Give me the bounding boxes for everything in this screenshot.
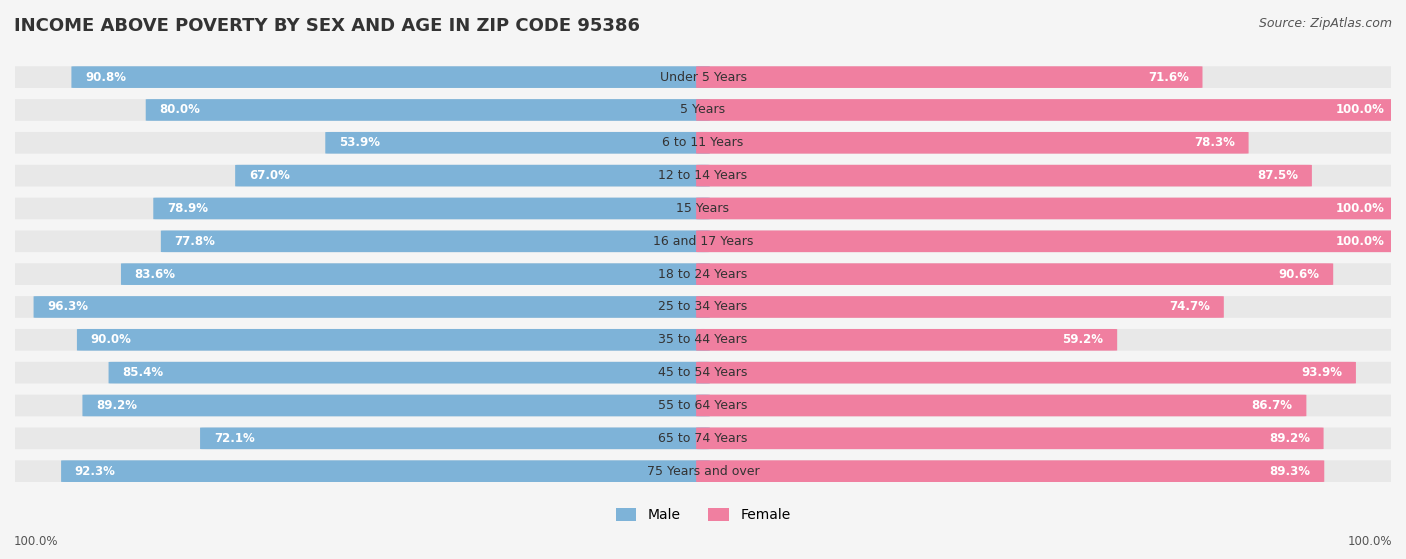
- FancyBboxPatch shape: [8, 230, 1398, 252]
- Text: 93.9%: 93.9%: [1301, 366, 1343, 379]
- FancyBboxPatch shape: [8, 296, 1398, 318]
- FancyBboxPatch shape: [696, 198, 1398, 219]
- Legend: Male, Female: Male, Female: [616, 508, 790, 523]
- FancyBboxPatch shape: [8, 132, 1398, 154]
- FancyBboxPatch shape: [696, 132, 1249, 154]
- Text: 86.7%: 86.7%: [1251, 399, 1292, 412]
- Text: INCOME ABOVE POVERTY BY SEX AND AGE IN ZIP CODE 95386: INCOME ABOVE POVERTY BY SEX AND AGE IN Z…: [14, 17, 640, 35]
- FancyBboxPatch shape: [235, 165, 710, 187]
- Text: 6 to 11 Years: 6 to 11 Years: [662, 136, 744, 149]
- FancyBboxPatch shape: [696, 362, 1355, 383]
- Text: 100.0%: 100.0%: [1336, 202, 1384, 215]
- FancyBboxPatch shape: [153, 198, 710, 219]
- Text: 5 Years: 5 Years: [681, 103, 725, 116]
- FancyBboxPatch shape: [696, 395, 1306, 416]
- FancyBboxPatch shape: [8, 99, 1398, 121]
- Text: 45 to 54 Years: 45 to 54 Years: [658, 366, 748, 379]
- Text: 18 to 24 Years: 18 to 24 Years: [658, 268, 748, 281]
- FancyBboxPatch shape: [60, 460, 710, 482]
- Text: 100.0%: 100.0%: [1336, 235, 1384, 248]
- Text: 89.3%: 89.3%: [1270, 465, 1310, 477]
- Text: Source: ZipAtlas.com: Source: ZipAtlas.com: [1258, 17, 1392, 30]
- Text: 96.3%: 96.3%: [48, 301, 89, 314]
- FancyBboxPatch shape: [8, 395, 1398, 416]
- FancyBboxPatch shape: [8, 428, 1398, 449]
- Text: 90.8%: 90.8%: [86, 70, 127, 84]
- Text: 53.9%: 53.9%: [339, 136, 380, 149]
- FancyBboxPatch shape: [121, 263, 710, 285]
- Text: 85.4%: 85.4%: [122, 366, 163, 379]
- Text: 89.2%: 89.2%: [96, 399, 138, 412]
- FancyBboxPatch shape: [8, 198, 1398, 219]
- Text: 100.0%: 100.0%: [1336, 103, 1384, 116]
- Text: 16 and 17 Years: 16 and 17 Years: [652, 235, 754, 248]
- FancyBboxPatch shape: [8, 460, 1398, 482]
- FancyBboxPatch shape: [8, 165, 1398, 187]
- Text: 78.3%: 78.3%: [1194, 136, 1234, 149]
- FancyBboxPatch shape: [160, 230, 710, 252]
- FancyBboxPatch shape: [696, 67, 1202, 88]
- FancyBboxPatch shape: [696, 263, 1333, 285]
- FancyBboxPatch shape: [696, 99, 1398, 121]
- Text: 25 to 34 Years: 25 to 34 Years: [658, 301, 748, 314]
- FancyBboxPatch shape: [77, 329, 710, 350]
- FancyBboxPatch shape: [108, 362, 710, 383]
- Text: 77.8%: 77.8%: [174, 235, 215, 248]
- Text: 80.0%: 80.0%: [159, 103, 200, 116]
- Text: 12 to 14 Years: 12 to 14 Years: [658, 169, 748, 182]
- Text: 89.2%: 89.2%: [1268, 432, 1310, 445]
- Text: 72.1%: 72.1%: [214, 432, 254, 445]
- Text: 78.9%: 78.9%: [167, 202, 208, 215]
- Text: 90.0%: 90.0%: [90, 333, 132, 347]
- FancyBboxPatch shape: [146, 99, 710, 121]
- FancyBboxPatch shape: [696, 165, 1312, 187]
- Text: 92.3%: 92.3%: [75, 465, 115, 477]
- Text: 55 to 64 Years: 55 to 64 Years: [658, 399, 748, 412]
- Text: 15 Years: 15 Years: [676, 202, 730, 215]
- Text: 100.0%: 100.0%: [1347, 535, 1392, 548]
- FancyBboxPatch shape: [72, 67, 710, 88]
- FancyBboxPatch shape: [83, 395, 710, 416]
- Text: 75 Years and over: 75 Years and over: [647, 465, 759, 477]
- Text: 90.6%: 90.6%: [1278, 268, 1319, 281]
- Text: 87.5%: 87.5%: [1257, 169, 1298, 182]
- FancyBboxPatch shape: [200, 428, 710, 449]
- Text: 71.6%: 71.6%: [1147, 70, 1188, 84]
- Text: 100.0%: 100.0%: [14, 535, 59, 548]
- FancyBboxPatch shape: [8, 362, 1398, 383]
- FancyBboxPatch shape: [696, 329, 1118, 350]
- FancyBboxPatch shape: [8, 263, 1398, 285]
- FancyBboxPatch shape: [696, 428, 1323, 449]
- Text: 65 to 74 Years: 65 to 74 Years: [658, 432, 748, 445]
- FancyBboxPatch shape: [696, 460, 1324, 482]
- Text: 83.6%: 83.6%: [135, 268, 176, 281]
- FancyBboxPatch shape: [696, 230, 1398, 252]
- Text: 74.7%: 74.7%: [1170, 301, 1211, 314]
- FancyBboxPatch shape: [8, 329, 1398, 350]
- FancyBboxPatch shape: [8, 67, 1398, 88]
- Text: 35 to 44 Years: 35 to 44 Years: [658, 333, 748, 347]
- Text: 67.0%: 67.0%: [249, 169, 290, 182]
- FancyBboxPatch shape: [34, 296, 710, 318]
- Text: 59.2%: 59.2%: [1063, 333, 1104, 347]
- FancyBboxPatch shape: [696, 296, 1223, 318]
- Text: Under 5 Years: Under 5 Years: [659, 70, 747, 84]
- FancyBboxPatch shape: [325, 132, 710, 154]
